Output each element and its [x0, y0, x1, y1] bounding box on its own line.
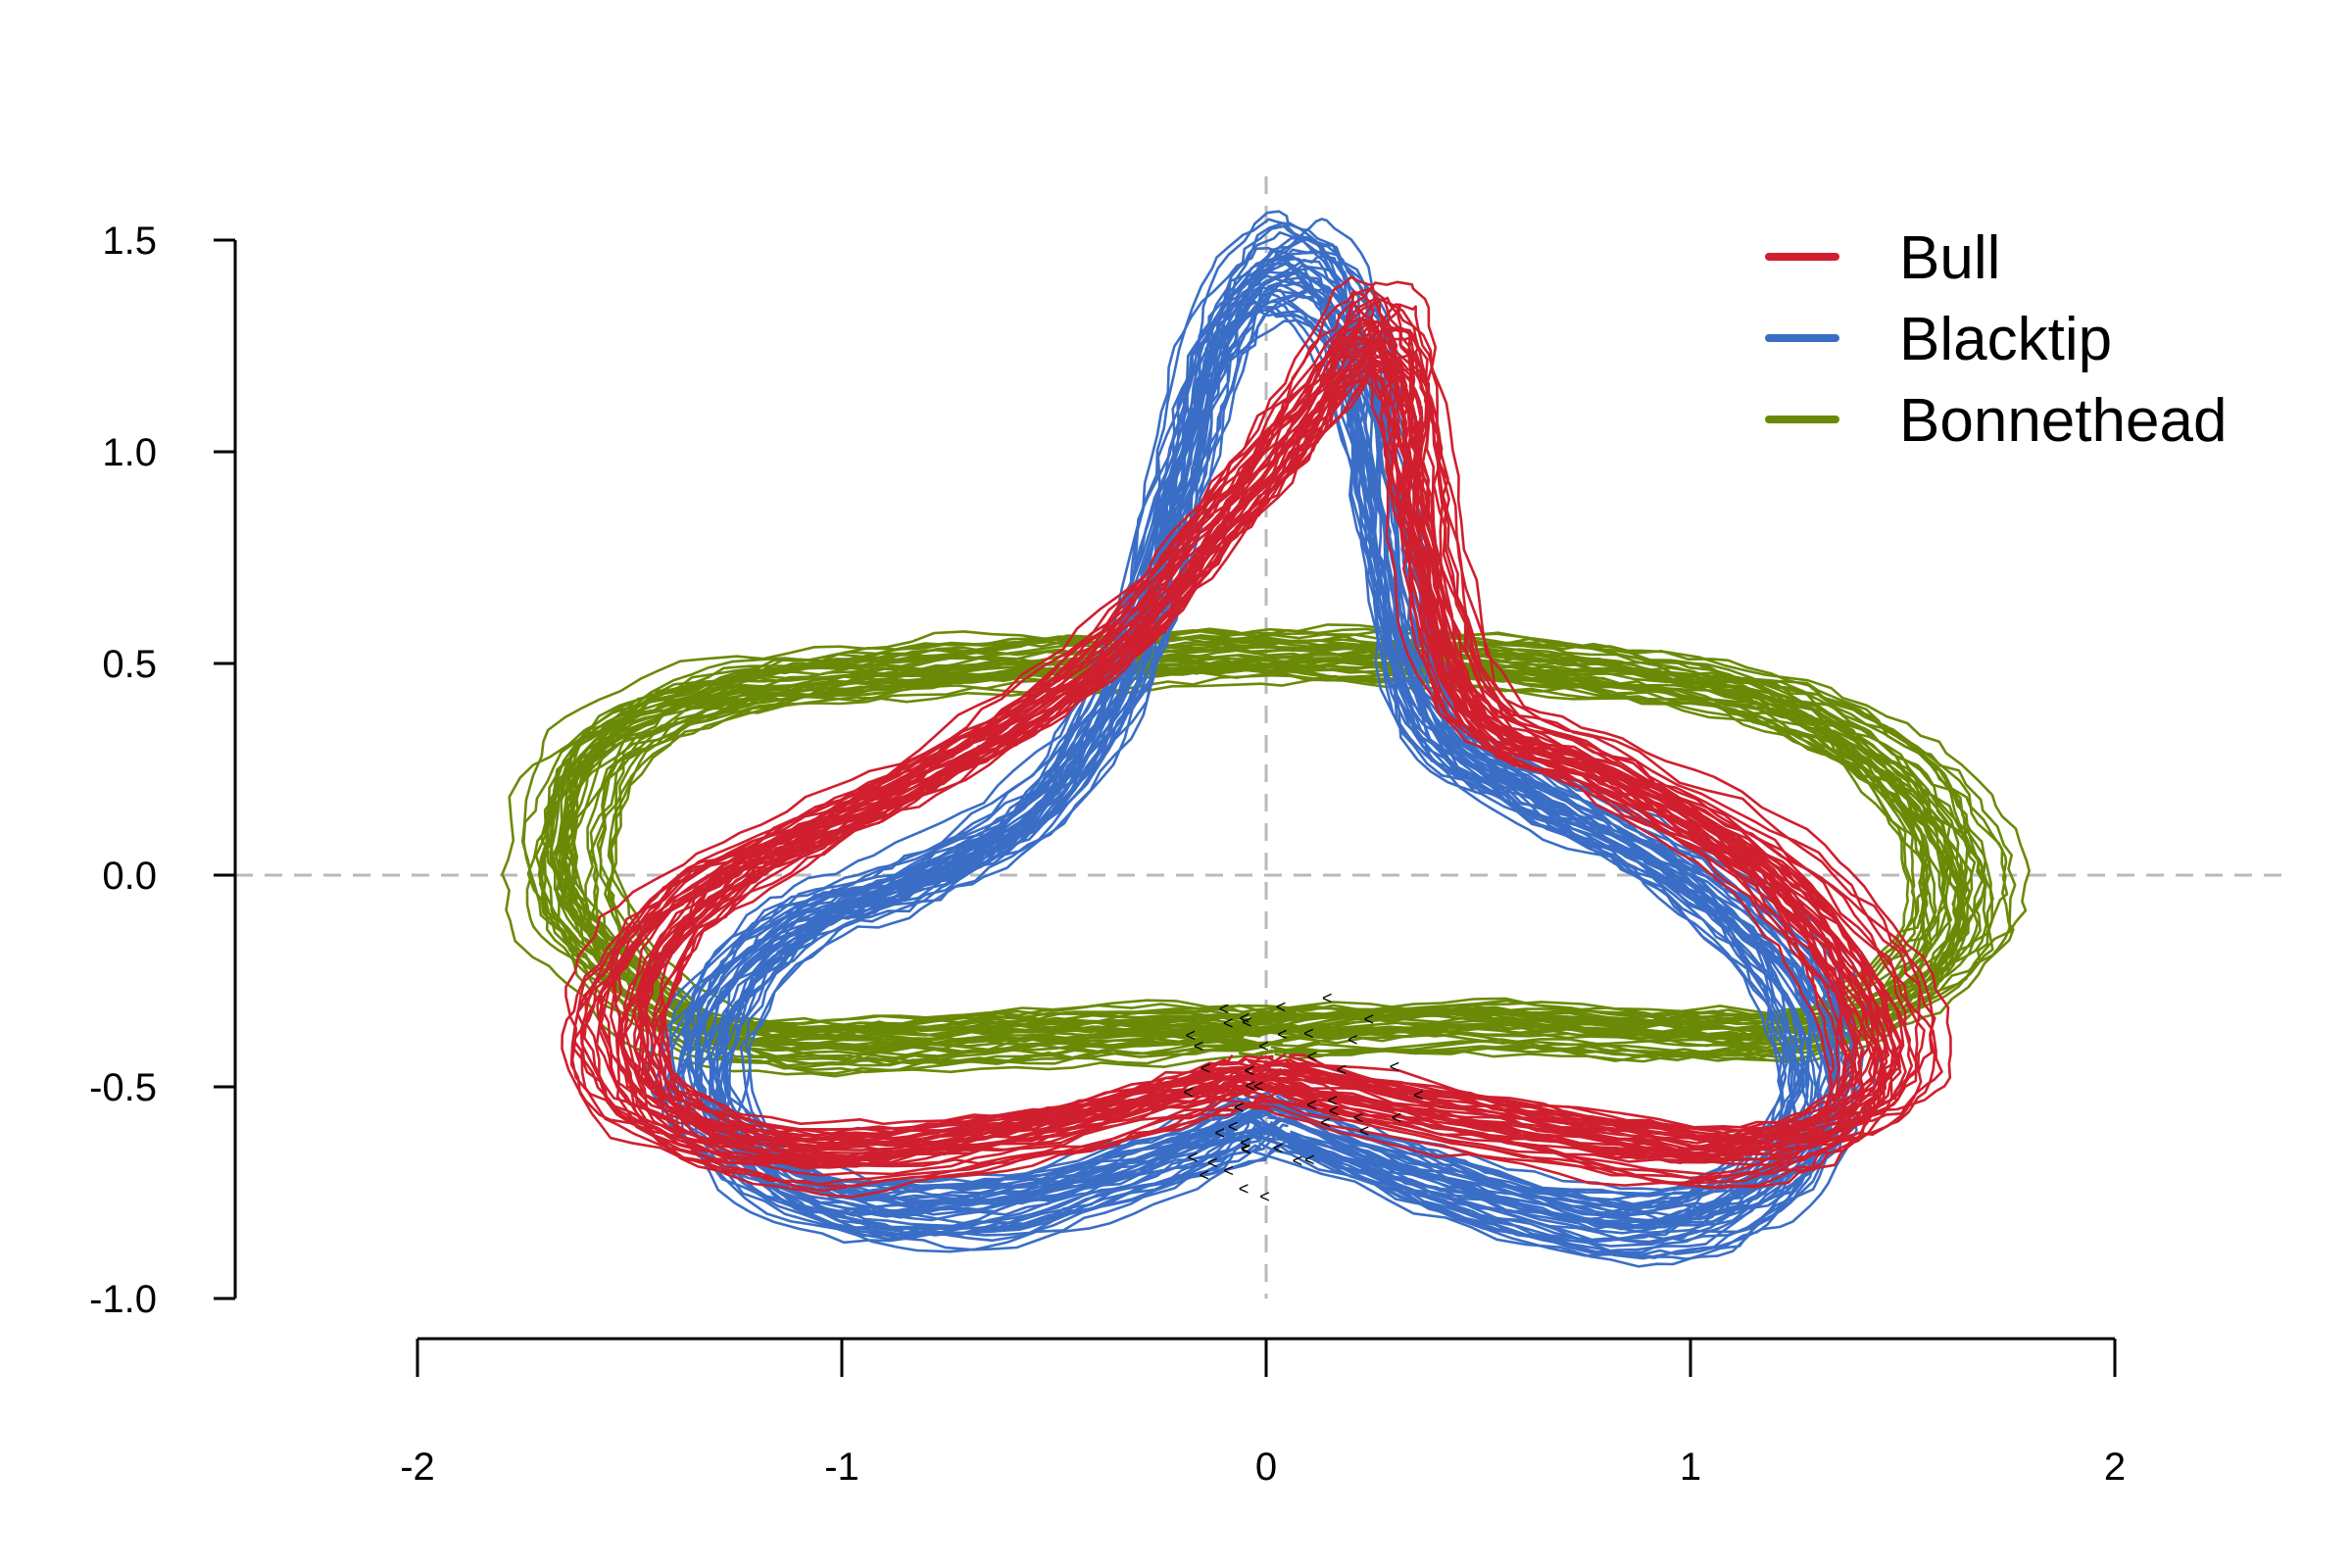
start-marker: <: [1241, 1140, 1251, 1159]
start-marker: <: [1273, 1138, 1284, 1157]
start-marker: <: [1240, 1008, 1250, 1028]
trajectory-curves: [501, 210, 2031, 1268]
bull-trace: [652, 348, 1865, 1130]
legend: Bull Blacktip Bonnethead: [1765, 224, 2227, 455]
start-marker: <: [1240, 1133, 1250, 1152]
y-tick-label: -1.0: [89, 1278, 157, 1321]
start-marker: <: [1207, 1153, 1218, 1173]
start-marker: <: [1228, 1116, 1239, 1136]
x-tick-label: 0: [1255, 1446, 1277, 1489]
start-marker: <: [1253, 1076, 1264, 1096]
start-marker: <: [1390, 1056, 1400, 1076]
start-marker: <: [1413, 1085, 1424, 1104]
start-marker: <: [1359, 1121, 1370, 1141]
legend-label-blacktip: Blacktip: [1899, 306, 2112, 373]
start-marker: <: [1239, 1179, 1250, 1199]
y-tick-label: 1.5: [102, 220, 157, 263]
x-tick-label: 2: [2104, 1446, 2126, 1489]
y-tick-label: 0.0: [102, 855, 157, 898]
start-marker: <: [1194, 1036, 1204, 1055]
start-marker: <: [1327, 1091, 1338, 1110]
bull-trace: [638, 362, 1897, 1151]
bull-trace: [638, 362, 1888, 1161]
y-tick-label: 1.0: [102, 431, 157, 474]
bull-trace: [643, 290, 1836, 1164]
bull-trace: [583, 300, 1887, 1176]
series-bull: [561, 275, 1952, 1199]
start-marker: <: [1353, 1107, 1364, 1127]
start-marker: <: [1246, 1076, 1256, 1096]
start-marker: <: [1188, 1148, 1199, 1167]
bull-trace: [644, 275, 1842, 1159]
bull-trace: [613, 352, 1922, 1137]
x-tick-label: -1: [824, 1446, 859, 1489]
start-marker: <: [1336, 1060, 1347, 1080]
start-marker: <: [1200, 1058, 1211, 1078]
start-marker: <: [1306, 1095, 1317, 1114]
start-marker: <: [1348, 1030, 1358, 1050]
start-marker: <: [1214, 1123, 1225, 1143]
start-marker: <: [1242, 1012, 1252, 1032]
start-marker: <: [1223, 1161, 1234, 1181]
y-axis-ticks: 1.5 1.0 0.5 0.0 -0.5 -1.0: [89, 220, 235, 1321]
start-marker: <: [1241, 1139, 1251, 1158]
start-marker: <: [1259, 1187, 1270, 1206]
legend-label-bull: Bull: [1899, 224, 2000, 292]
start-marker: <: [1392, 1107, 1402, 1127]
start-marker: <: [1186, 1025, 1197, 1045]
start-marker: <: [1363, 1009, 1374, 1029]
start-marker: <: [1223, 1013, 1234, 1033]
start-marker: <: [1293, 1152, 1303, 1171]
start-marker: <: [1303, 1024, 1314, 1044]
legend-label-bonnethead: Bonnethead: [1899, 387, 2227, 455]
start-marker: <: [1329, 1102, 1340, 1121]
bonnethead-trace: [538, 655, 2015, 1060]
bull-trace: [595, 280, 1936, 1166]
start-marker: <: [1258, 1037, 1269, 1056]
y-tick-label: 0.5: [102, 643, 157, 686]
x-tick-label: -2: [400, 1446, 435, 1489]
start-marker: <: [1234, 1098, 1245, 1117]
start-marker: <: [1183, 1083, 1194, 1102]
x-tick-label: 1: [1680, 1446, 1701, 1489]
x-axis-ticks: -2 -1 0 1 2: [400, 1339, 2126, 1489]
y-tick-label: -0.5: [89, 1066, 157, 1109]
start-marker: <: [1322, 988, 1333, 1007]
start-marker: <: [1200, 1165, 1210, 1185]
start-marker: <: [1320, 1112, 1331, 1132]
start-marker: <: [1219, 1000, 1230, 1019]
axes: 1.5 1.0 0.5 0.0 -0.5 -1.0 -2 -1 0 1 2: [89, 220, 2126, 1489]
start-marker: <: [1304, 1150, 1315, 1169]
bull-trace: [635, 318, 1880, 1144]
start-marker: <: [1276, 997, 1287, 1016]
bonnethead-trace: [564, 653, 1947, 1029]
start-markers: <<<<<<<<<<<<<<<<<<<<<<<<<<<<<< <<< <<<<<<<…: [1183, 988, 1423, 1206]
start-marker: <: [1245, 1061, 1255, 1081]
start-marker: <: [1307, 1047, 1318, 1066]
bull-trace: [564, 303, 1900, 1139]
start-marker: <: [1277, 1024, 1288, 1044]
